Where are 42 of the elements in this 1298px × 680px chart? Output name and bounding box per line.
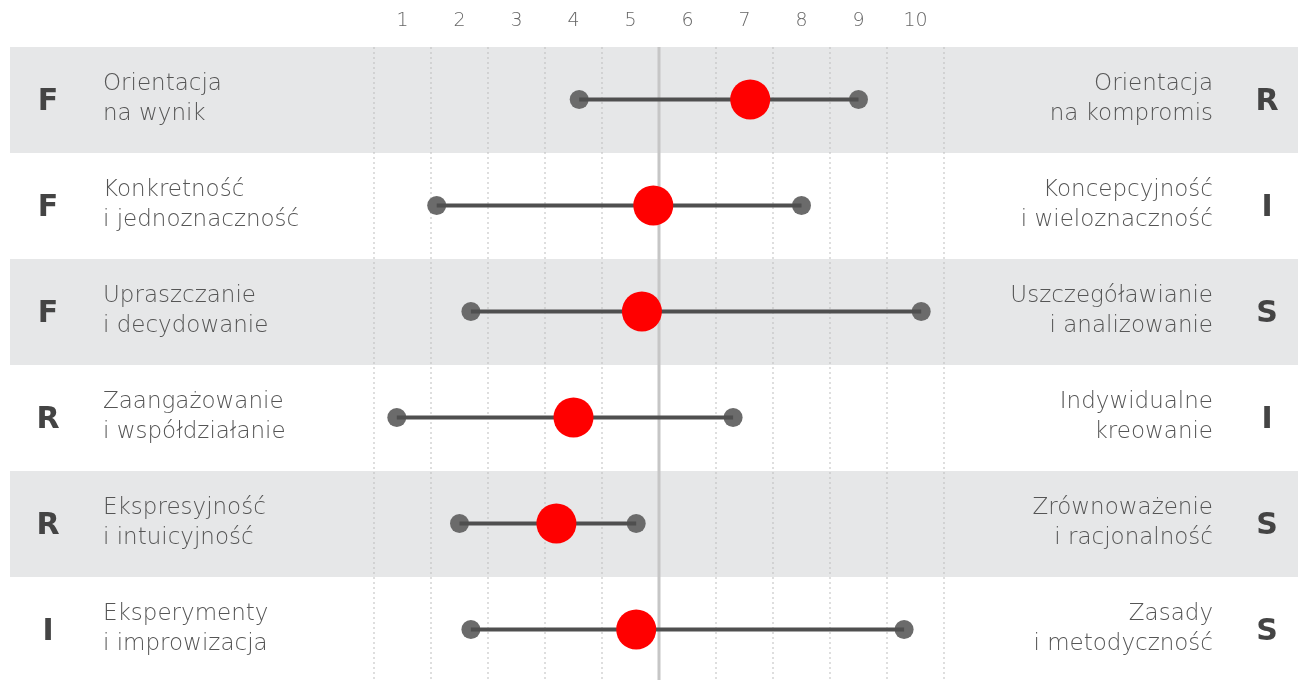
y2-tick-label: Orientacja na kompromis (1049, 68, 1213, 125)
text: S (1256, 611, 1278, 647)
y-tick-label: Ekspresyjność i intuicyjność (103, 492, 266, 549)
text: R (36, 505, 60, 541)
x-tick-label: 1 (396, 8, 409, 30)
x-tick-label: 9 (852, 8, 865, 30)
x-tick-label: 5 (624, 8, 637, 30)
x-tick-label: 6 (681, 8, 694, 30)
text: I (42, 611, 54, 647)
x-tick-label: 10 (903, 8, 928, 30)
y-tick-label: Zaangażowanie i współdziałanie (103, 386, 286, 443)
point (621, 291, 662, 332)
text: R (1255, 81, 1279, 117)
text: R (36, 399, 60, 435)
y2-tick-label: Indywidualne kreowanie (1059, 386, 1213, 443)
point (633, 185, 674, 226)
x-tick-label: 4 (567, 8, 580, 30)
point (730, 79, 771, 120)
y2-tick-label: Zrównoważenie i racjonalność (1032, 492, 1213, 549)
text: F (37, 187, 59, 223)
y2-tick-label: Zasady i metodyczność (1033, 598, 1213, 655)
text: S (1256, 505, 1278, 541)
y-tick-label: Upraszczanie i decydowanie (103, 280, 269, 337)
y-tick-label: Eksperymenty i improwizacja (103, 598, 269, 655)
y2-tick-label: Uszczegóławianie i analizowanie (1010, 280, 1213, 337)
point (536, 503, 577, 544)
x-tick-label: 2 (453, 8, 466, 30)
x-tick-label: 3 (510, 8, 523, 30)
y-tick-label: Konkretność i jednoznaczność (103, 174, 300, 231)
x-tick-label: 7 (738, 8, 751, 30)
x-tick-label: 8 (795, 8, 808, 30)
text: S (1256, 293, 1278, 329)
point (616, 609, 657, 650)
text: I (1261, 187, 1273, 223)
bar (470, 309, 922, 314)
y2-tick-label: Koncepcyjność i wieloznaczność (1020, 174, 1213, 231)
y-tick-label: Orientacja na wynik (103, 68, 222, 125)
bar (470, 627, 905, 632)
text: F (37, 81, 59, 117)
text: F (37, 293, 59, 329)
text: I (1261, 399, 1273, 435)
point (553, 397, 594, 438)
